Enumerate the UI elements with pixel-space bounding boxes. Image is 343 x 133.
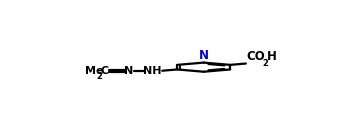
Text: 2: 2 <box>97 72 103 81</box>
Text: C: C <box>100 66 109 76</box>
Text: H: H <box>267 50 277 63</box>
Text: N: N <box>199 49 209 62</box>
Text: N: N <box>123 66 133 76</box>
Text: CO: CO <box>247 50 265 63</box>
Text: Me: Me <box>85 66 103 76</box>
Text: 2: 2 <box>262 59 268 68</box>
Text: NH: NH <box>143 66 161 76</box>
